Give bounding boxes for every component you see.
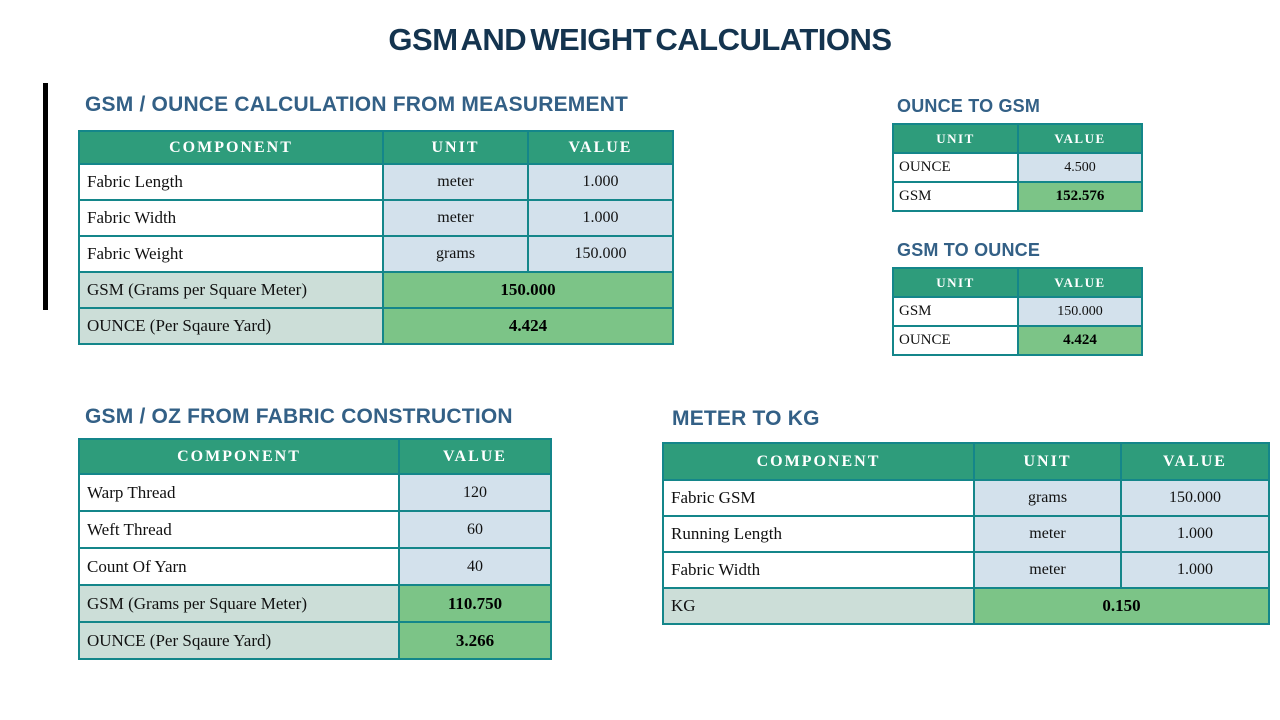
cell-value[interactable]: 4.500 [1017,152,1143,183]
column-header-unit: UNIT [973,442,1122,481]
table-header-row: COMPONENT VALUE [78,438,552,475]
table-row: OUNCE 4.500 [892,152,1143,183]
result-row: OUNCE (Per Sqaure Yard) 3.266 [78,621,552,660]
construction-table: COMPONENT VALUE Warp Thread 120 Weft Thr… [78,438,552,660]
cell-component: Fabric Length [78,163,384,201]
cell-value[interactable]: 40 [398,547,552,586]
column-header-value: VALUE [1017,123,1143,154]
result-row: OUNCE (Per Sqaure Yard) 4.424 [78,307,674,345]
cell-result-value: 4.424 [382,307,674,345]
table-row: Fabric Weight grams 150.000 [78,235,674,273]
cell-component: Warp Thread [78,473,400,512]
cell-result-value: 0.150 [973,587,1270,625]
cell-result-label: KG [662,587,975,625]
cell-value[interactable]: 150.000 [1120,479,1270,517]
column-header-value: VALUE [527,130,674,165]
table-header-row: UNIT VALUE [892,267,1143,298]
cell-value[interactable]: 150.000 [1017,296,1143,327]
cell-value[interactable]: 1.000 [1120,515,1270,553]
cell-value[interactable]: 1.000 [1120,551,1270,589]
cell-result-value: 3.266 [398,621,552,660]
column-header-component: COMPONENT [78,438,400,475]
cell-component: Fabric Width [662,551,975,589]
table-row: Running Length meter 1.000 [662,515,1270,553]
column-header-unit: UNIT [892,267,1019,298]
table-row: Weft Thread 60 [78,510,552,549]
cell-label: GSM [892,181,1019,212]
cell-label: OUNCE [892,325,1019,356]
meter-to-kg-table: COMPONENT UNIT VALUE Fabric GSM grams 15… [662,442,1270,625]
cell-value[interactable]: 60 [398,510,552,549]
left-accent-bar [43,83,48,310]
column-header-component: COMPONENT [78,130,384,165]
result-row: GSM 152.576 [892,181,1143,212]
result-row: GSM (Grams per Square Meter) 150.000 [78,271,674,309]
result-row: GSM (Grams per Square Meter) 110.750 [78,584,552,623]
table-row: Fabric Width meter 1.000 [662,551,1270,589]
result-row: OUNCE 4.424 [892,325,1143,356]
measurement-table: COMPONENT UNIT VALUE Fabric Length meter… [78,130,674,345]
cell-value[interactable]: 150.000 [527,235,674,273]
cell-value[interactable]: 1.000 [527,163,674,201]
cell-result-label: GSM (Grams per Square Meter) [78,584,400,623]
cell-unit[interactable]: grams [382,235,529,273]
table-row: Fabric GSM grams 150.000 [662,479,1270,517]
column-header-value: VALUE [1017,267,1143,298]
table-header-row: COMPONENT UNIT VALUE [78,130,674,165]
table-row: Fabric Length meter 1.000 [78,163,674,201]
cell-value[interactable]: 1.000 [527,199,674,237]
gsm-to-ounce-table: UNIT VALUE GSM 150.000 OUNCE 4.424 [892,267,1143,356]
column-header-value: VALUE [1120,442,1270,481]
section-heading-ounce-to-gsm: OUNCE TO GSM [897,96,1041,116]
cell-result-label: OUNCE (Per Sqaure Yard) [78,621,400,660]
table-row: GSM 150.000 [892,296,1143,327]
section-heading-gsm-to-ounce: GSM TO OUNCE [897,240,1041,260]
table-header-row: UNIT VALUE [892,123,1143,154]
table-header-row: COMPONENT UNIT VALUE [662,442,1270,481]
column-header-value: VALUE [398,438,552,475]
table-row: Count Of Yarn 40 [78,547,552,586]
page-title: GSM AND WEIGHT CALCULATIONS [388,22,892,57]
cell-unit[interactable]: meter [973,551,1122,589]
cell-component: Fabric Weight [78,235,384,273]
section-heading-measurement: GSM / OUNCE CALCULATION FROM MEASUREMENT [85,93,629,116]
table-row: Warp Thread 120 [78,473,552,512]
cell-result-label: GSM (Grams per Square Meter) [78,271,384,309]
cell-unit[interactable]: meter [382,199,529,237]
cell-unit[interactable]: grams [973,479,1122,517]
section-heading-meter-to-kg: METER TO KG [672,407,820,430]
column-header-unit: UNIT [382,130,529,165]
cell-component: Weft Thread [78,510,400,549]
cell-label: OUNCE [892,152,1019,183]
table-row: Fabric Width meter 1.000 [78,199,674,237]
cell-result-value: 150.000 [382,271,674,309]
section-heading-construction: GSM / OZ FROM FABRIC CONSTRUCTION [85,405,513,428]
ounce-to-gsm-table: UNIT VALUE OUNCE 4.500 GSM 152.576 [892,123,1143,212]
cell-unit[interactable]: meter [382,163,529,201]
cell-component: Fabric Width [78,199,384,237]
cell-component: Count Of Yarn [78,547,400,586]
cell-result-value: 110.750 [398,584,552,623]
cell-unit[interactable]: meter [973,515,1122,553]
result-row: KG 0.150 [662,587,1270,625]
column-header-component: COMPONENT [662,442,975,481]
cell-label: GSM [892,296,1019,327]
column-header-unit: UNIT [892,123,1019,154]
cell-result-value: 4.424 [1017,325,1143,356]
cell-component: Running Length [662,515,975,553]
cell-result-label: OUNCE (Per Sqaure Yard) [78,307,384,345]
cell-value[interactable]: 120 [398,473,552,512]
cell-component: Fabric GSM [662,479,975,517]
cell-result-value: 152.576 [1017,181,1143,212]
